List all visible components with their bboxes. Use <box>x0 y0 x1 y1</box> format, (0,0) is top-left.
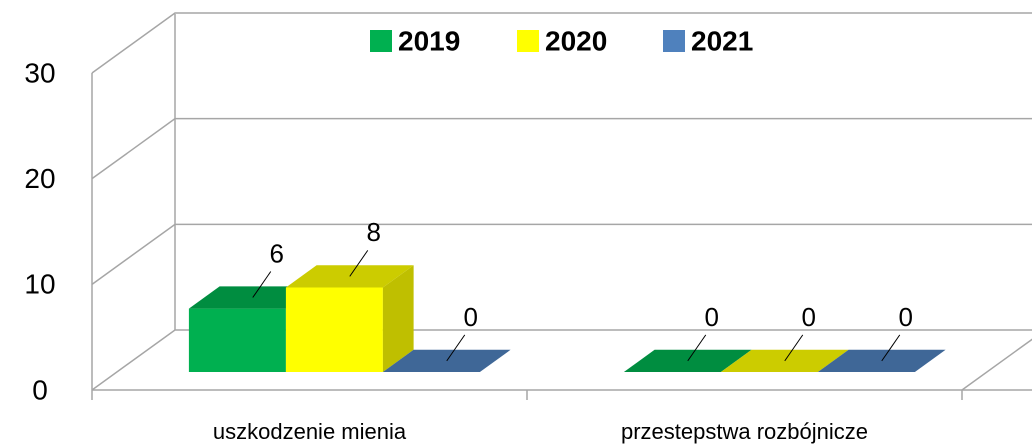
leader-line <box>349 250 369 277</box>
value-label: 0 <box>464 302 478 332</box>
y-tick-label: 0 <box>32 374 48 405</box>
y-tick-label: 20 <box>24 163 55 194</box>
x-tick-label: przestepstwa rozbójnicze <box>621 419 868 444</box>
leader-line <box>446 334 466 362</box>
floor-right <box>961 338 1032 391</box>
x-tick-label: uszkodzenie mienia <box>213 419 407 444</box>
legend-swatch <box>370 30 392 52</box>
y-tick-label: 30 <box>24 57 55 88</box>
grid-line <box>91 223 1032 285</box>
value-label: 0 <box>802 302 816 332</box>
bar-front <box>285 287 383 372</box>
leader-line <box>687 334 707 362</box>
legend-swatch <box>517 30 539 52</box>
value-label: 6 <box>270 238 284 268</box>
value-label: 8 <box>367 217 381 247</box>
bar-top <box>188 286 317 309</box>
floor <box>91 14 1032 400</box>
legend-label: 2021 <box>691 25 753 56</box>
value-label: 0 <box>705 302 719 332</box>
legend-label: 2019 <box>398 25 460 56</box>
bar-side <box>382 265 414 372</box>
grid-line <box>91 117 1032 180</box>
legend-swatch <box>663 30 685 52</box>
leader-line <box>252 271 272 298</box>
bar-front <box>188 308 286 372</box>
bar <box>285 265 414 372</box>
y-tick-label: 10 <box>24 269 55 300</box>
legend-label: 2020 <box>545 25 607 56</box>
grid-line <box>91 12 1032 74</box>
leader-line <box>784 334 804 362</box>
leader-line <box>881 334 901 362</box>
grid-line <box>91 329 1032 391</box>
value-label: 0 <box>899 302 913 332</box>
